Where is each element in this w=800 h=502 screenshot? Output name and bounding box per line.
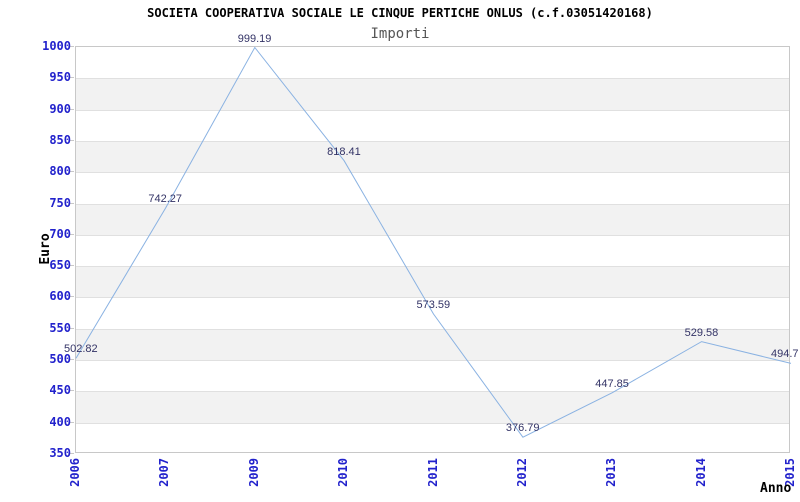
background-band [76, 203, 789, 235]
gridline [76, 78, 789, 80]
y-tick-label: 850 [49, 133, 71, 147]
y-tick-mark [70, 77, 74, 78]
data-point-label: 447.85 [595, 377, 629, 390]
background-band [76, 266, 789, 298]
data-point-label: 818.41 [327, 145, 361, 158]
chart-subtitle: Importi [370, 26, 430, 42]
y-tick-label: 1000 [42, 39, 71, 53]
x-axis-title: Anno [760, 481, 792, 496]
y-tick-mark [70, 265, 74, 266]
gridline [76, 266, 789, 268]
gridline [76, 422, 789, 424]
gridline [76, 234, 789, 236]
x-tick-label: 2009 [246, 458, 261, 487]
background-band [76, 328, 789, 361]
gridline [76, 391, 789, 393]
data-point-label: 999.19 [237, 32, 272, 45]
y-tick-label: 400 [49, 415, 71, 429]
x-tick-label: 2010 [336, 458, 351, 487]
y-tick-mark [70, 359, 74, 360]
y-tick-label: 550 [49, 321, 71, 335]
x-tick-label: 2006 [68, 458, 82, 487]
y-tick-mark [70, 296, 74, 297]
y-tick-label: 600 [49, 289, 71, 303]
background-band [76, 391, 789, 423]
data-point-label: 502.82 [64, 343, 98, 356]
y-tick-mark [70, 390, 74, 391]
data-point-label: 742.27 [148, 193, 183, 206]
plot-area: 502.82 742.27 999.19 818.41 573.59 376.79 447.… [64, 33, 799, 453]
y-tick-mark [70, 140, 74, 141]
y-tick-mark [70, 171, 74, 172]
y-tick-label: 500 [49, 352, 71, 366]
y-tick-mark [70, 234, 74, 235]
data-point-label: 573.59 [416, 298, 451, 311]
x-tick-label: 2013 [604, 458, 619, 487]
data-point-label: 529.58 [684, 326, 719, 339]
y-tick-label: 650 [49, 258, 71, 272]
y-tick-mark [70, 422, 74, 423]
chart-title: SOCIETA COOPERATIVA SOCIALE LE CINQUE PE… [147, 6, 653, 20]
background-band [76, 78, 789, 110]
gridline [76, 328, 789, 330]
data-point-label: 376.79 [505, 422, 540, 435]
gridline [76, 172, 789, 174]
y-tick-mark [70, 453, 74, 454]
data-series-line [75, 46, 792, 438]
x-tick-label: 2007 [157, 458, 172, 487]
y-tick-mark [70, 46, 74, 47]
x-tick-label: 2014 [693, 458, 708, 487]
y-tick-label: 700 [49, 227, 71, 241]
y-tick-label: 900 [49, 102, 71, 116]
y-tick-label: 950 [49, 70, 71, 84]
data-point-label: 494.7 [771, 348, 799, 361]
y-tick-label: 800 [49, 164, 71, 178]
y-axis-title: Euro [38, 233, 53, 265]
x-tick-label: 2012 [514, 458, 529, 487]
gridline [76, 203, 789, 205]
y-tick-label: 450 [49, 383, 71, 397]
gridline [76, 360, 789, 362]
y-tick-mark [70, 109, 74, 110]
y-tick-mark [70, 203, 74, 204]
gridline [76, 109, 789, 111]
x-tick-label: 2011 [425, 458, 440, 487]
background-band [76, 140, 789, 173]
gridline [76, 297, 789, 299]
y-tick-label: 750 [49, 196, 71, 210]
y-tick-mark [70, 328, 74, 329]
gridline [76, 140, 789, 142]
y-tick-label: 350 [49, 446, 71, 460]
